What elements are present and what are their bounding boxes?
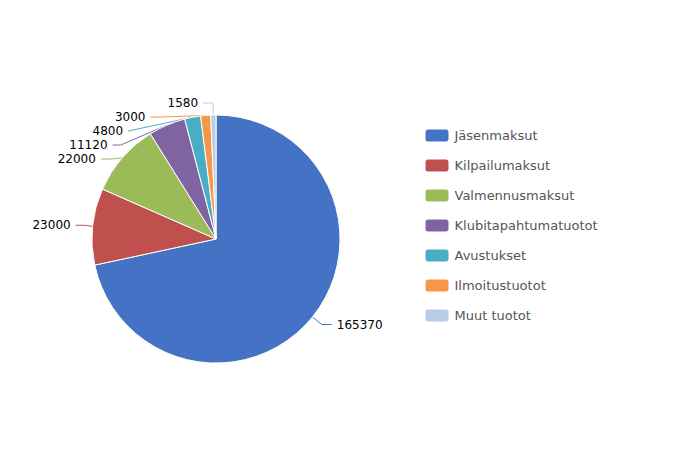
- svg-text:Klubitapahtumatuotot: Klubitapahtumatuotot: [455, 218, 598, 233]
- svg-text:Kilpailumaksut: Kilpailumaksut: [455, 158, 551, 173]
- svg-text:Jäsenmaksut: Jäsenmaksut: [454, 128, 538, 143]
- svg-text:22000: 22000: [58, 152, 96, 166]
- svg-text:4800: 4800: [93, 124, 124, 138]
- svg-text:Muut tuotot: Muut tuotot: [455, 308, 531, 323]
- svg-text:23000: 23000: [32, 218, 70, 232]
- svg-text:3000: 3000: [115, 110, 146, 124]
- svg-text:11120: 11120: [69, 138, 107, 152]
- svg-text:165370: 165370: [337, 318, 383, 332]
- svg-text:1580: 1580: [168, 96, 199, 110]
- svg-text:Ilmoitustuotot: Ilmoitustuotot: [455, 278, 546, 293]
- svg-text:Avustukset: Avustukset: [455, 248, 527, 263]
- svg-text:Valmennusmaksut: Valmennusmaksut: [455, 188, 575, 203]
